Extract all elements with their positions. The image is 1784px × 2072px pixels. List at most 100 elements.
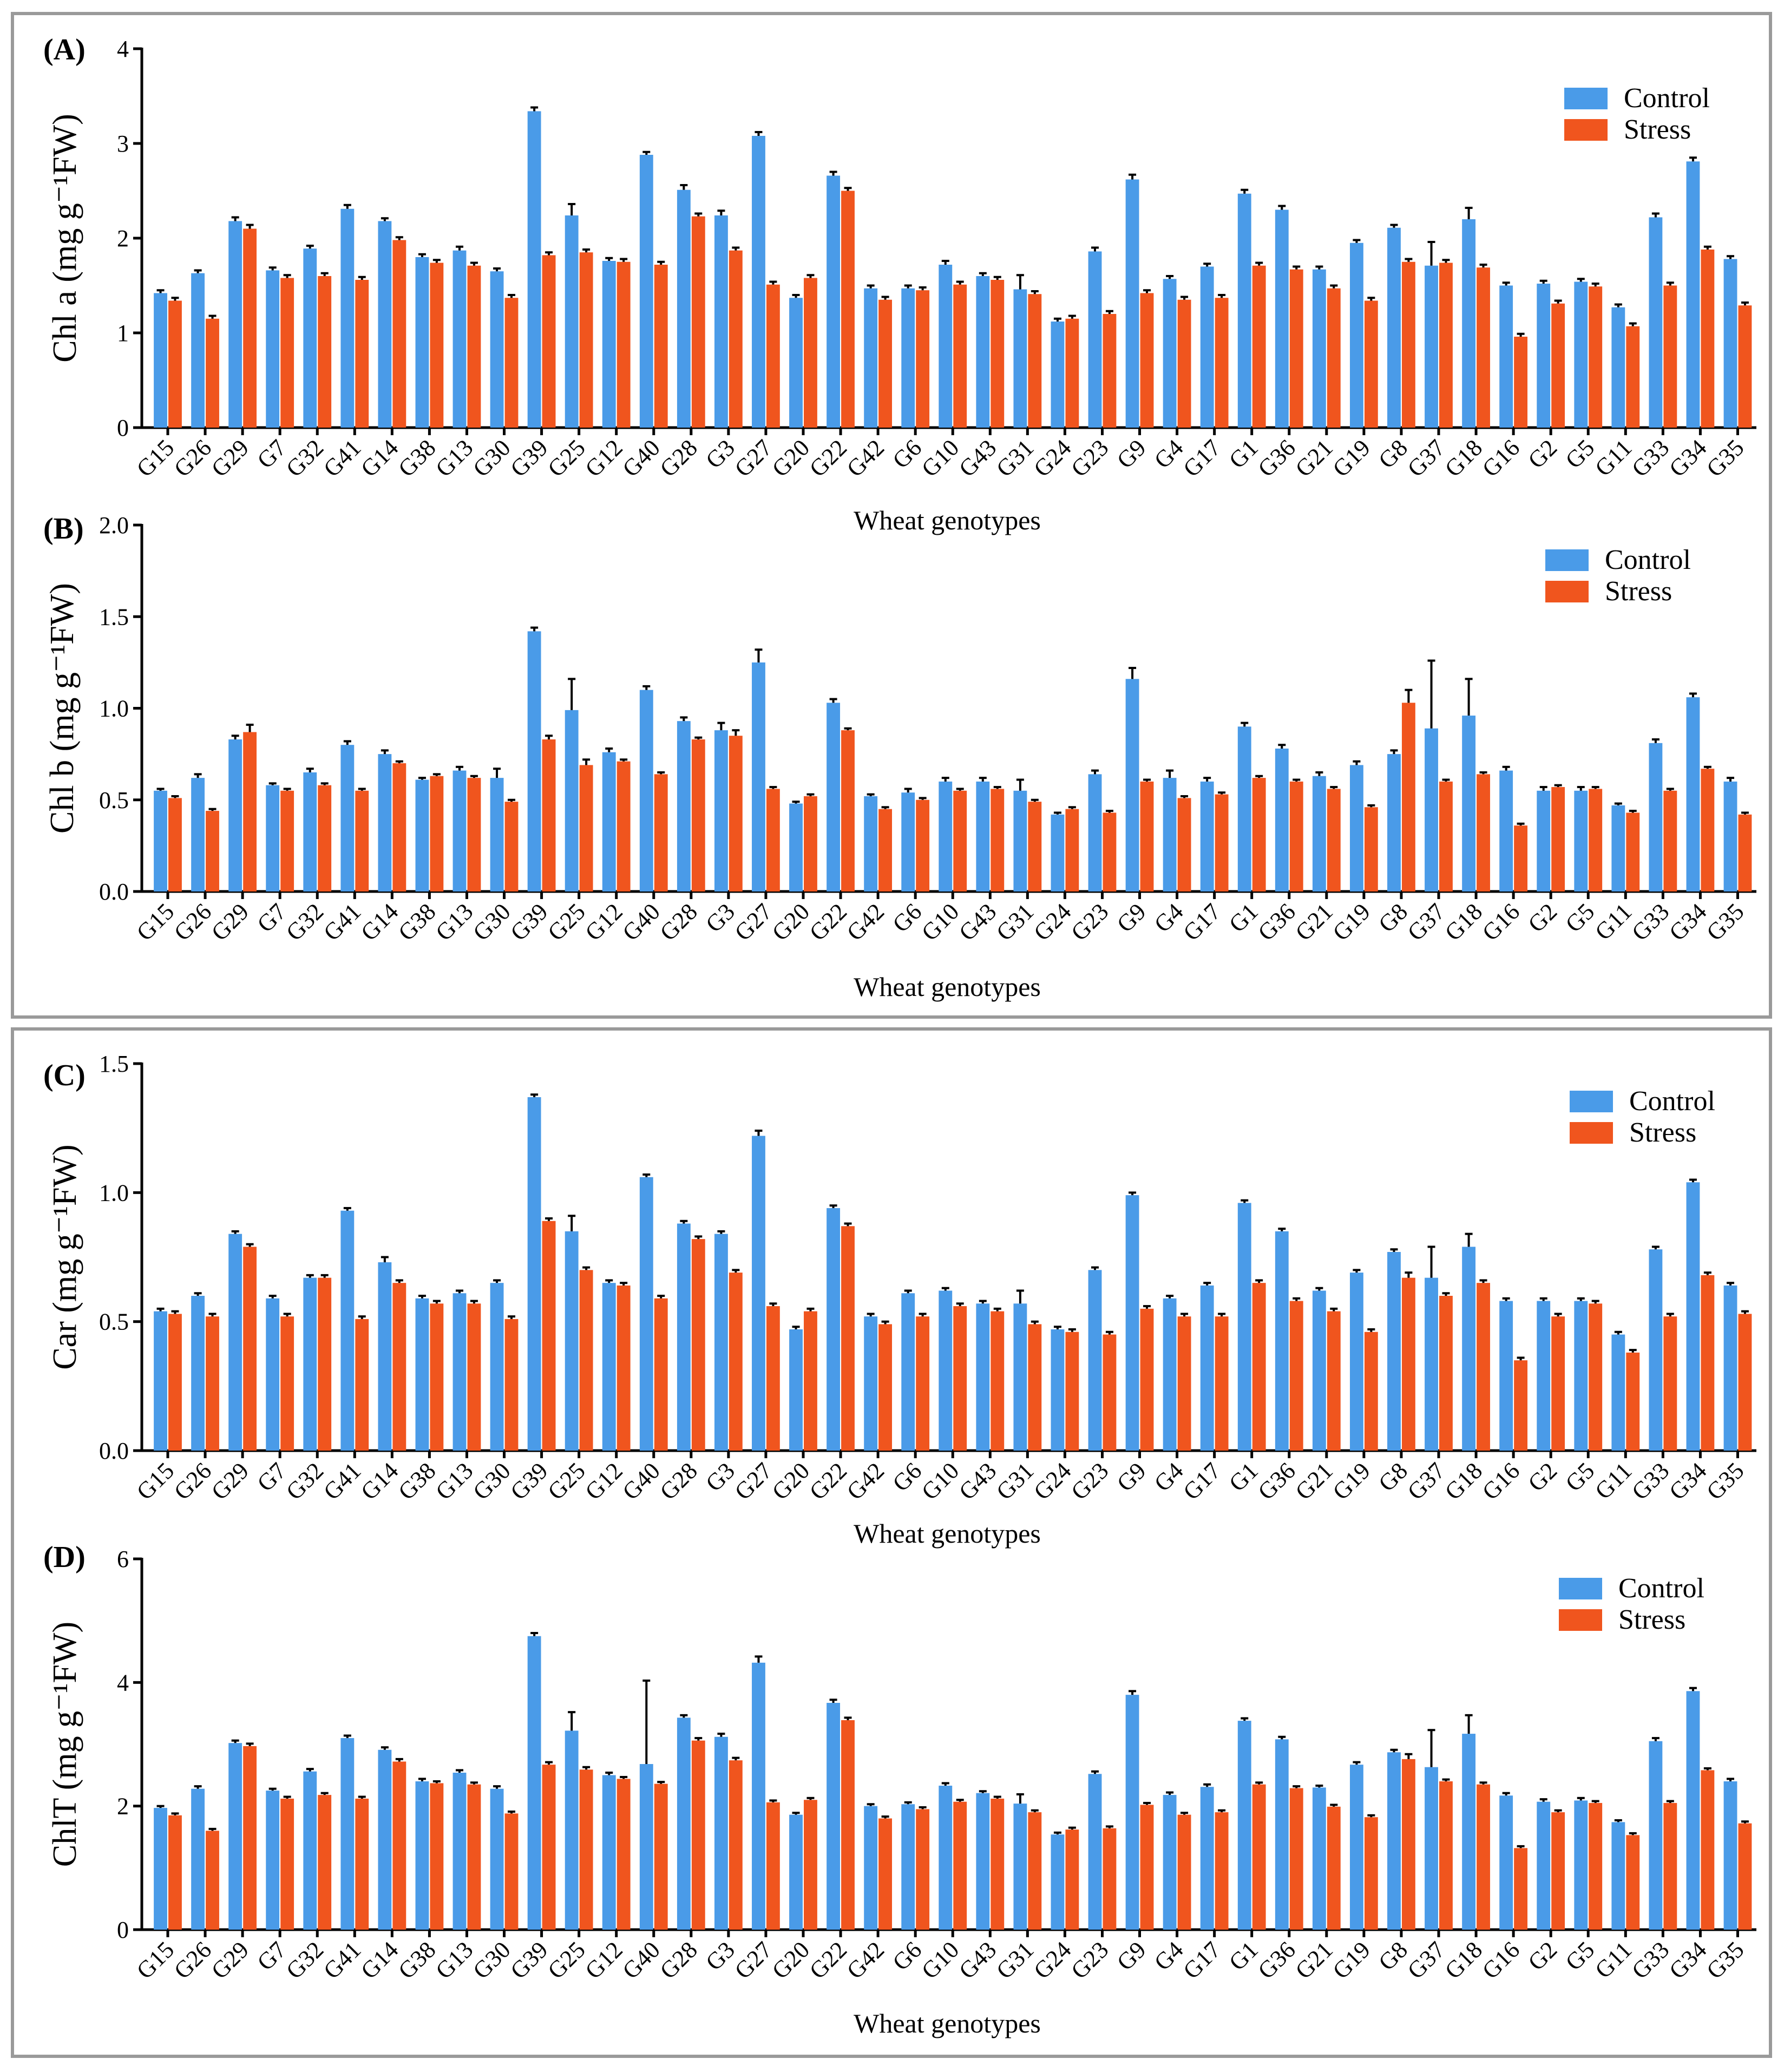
stress-bar-G33 (1663, 1802, 1677, 1930)
stress-bar-G23 (1103, 812, 1117, 891)
control-bar-G4 (1163, 778, 1177, 891)
control-bar-G16 (1499, 1301, 1513, 1451)
stress-bar-G29 (243, 1746, 257, 1930)
stress-bar-G42 (878, 299, 893, 428)
control-bar-G10 (939, 781, 953, 891)
control-bar-G6 (901, 792, 915, 891)
stress-bar-G4 (1177, 798, 1191, 891)
control-bar-G27 (752, 1136, 765, 1451)
control-bar-G2 (1537, 790, 1551, 891)
control-bar-G26 (191, 1296, 205, 1451)
stress-bar-G39 (542, 1221, 556, 1451)
x-tick-label: G37 (1402, 434, 1450, 482)
stress-bar-G41 (355, 1798, 369, 1930)
control-bar-G10 (939, 1290, 953, 1451)
control-bar-G23 (1088, 1270, 1102, 1451)
control-bar-G20 (789, 803, 803, 891)
control-bar-G17 (1200, 1787, 1214, 1930)
stress-bar-G17 (1215, 298, 1229, 428)
x-tick-label: G35 (1701, 898, 1749, 946)
control-bar-G11 (1611, 805, 1625, 891)
stress-bar-G29 (243, 1247, 257, 1451)
stress-bar-G12 (616, 1285, 631, 1451)
x-tick-label: G22 (804, 1936, 852, 1984)
control-bar-G10 (939, 1785, 953, 1930)
x-tick-label: G40 (618, 1457, 665, 1505)
stress-bar-G19 (1364, 1817, 1378, 1930)
x-tick-label: G30 (468, 434, 515, 482)
x-tick-label: G28 (655, 1457, 703, 1505)
legend-label-control: Control (1629, 1086, 1715, 1117)
x-tick-label: G27 (730, 1457, 777, 1505)
stress-bar-G3 (729, 1273, 743, 1451)
stress-bar-G12 (616, 1779, 631, 1930)
x-tick-label: G10 (916, 434, 964, 482)
x-tick-label: G18 (1440, 898, 1487, 946)
control-bar-G1 (1237, 1203, 1251, 1451)
control-bar-G11 (1611, 307, 1625, 428)
control-bar-G22 (827, 1703, 841, 1930)
y-axis-title: Chl a (mg g⁻¹FW) (47, 114, 83, 362)
stress-bar-G11 (1626, 1835, 1640, 1930)
x-tick-label: G5 (1560, 1457, 1600, 1497)
control-bar-G42 (864, 288, 878, 428)
control-bar-G13 (452, 770, 467, 891)
stress-bar-G34 (1701, 250, 1715, 428)
x-tick-label: G33 (1626, 434, 1674, 482)
control-bar-G29 (228, 221, 242, 428)
stress-bar-G1 (1252, 265, 1266, 428)
stress-bar-G19 (1364, 807, 1378, 891)
x-tick-label: G24 (1028, 1457, 1076, 1505)
control-bar-G22 (827, 175, 841, 428)
stress-bar-G33 (1663, 1316, 1677, 1451)
control-bar-G34 (1686, 1691, 1700, 1930)
stress-bar-G37 (1439, 1781, 1453, 1930)
control-bar-G9 (1125, 1695, 1139, 1930)
stress-bar-G30 (504, 1813, 519, 1930)
x-tick-label: G33 (1626, 1936, 1674, 1984)
x-tick-label: G2 (1523, 1457, 1563, 1497)
stress-bar-G2 (1551, 1316, 1565, 1451)
control-bar-G32 (303, 772, 317, 891)
x-tick-label: G16 (1477, 1457, 1525, 1505)
x-tick-label: G42 (842, 1457, 889, 1505)
y-axis-title: Car (mg g⁻¹FW) (47, 1144, 83, 1369)
control-bar-G24 (1051, 814, 1065, 891)
y-tick-label: 0 (117, 1917, 129, 1943)
chart-panel-b: (B) 0.0 0.5 1.0 1.5 2.0 Chl b (mg g⁻¹FW) G15G26… (43, 512, 1756, 1002)
x-tick-label: G25 (542, 1936, 590, 1984)
stress-bar-G26 (206, 318, 219, 428)
x-tick-label: G9 (1112, 1936, 1151, 1976)
x-tick-label: G18 (1440, 1457, 1487, 1505)
stress-bar-G1 (1252, 778, 1266, 891)
x-tick-label: G22 (804, 898, 852, 946)
stress-bar-G5 (1589, 789, 1603, 891)
control-bar-G8 (1387, 1752, 1401, 1930)
control-bar-G3 (714, 1234, 728, 1451)
stress-bar-G32 (318, 1277, 332, 1451)
stress-bar-G6 (916, 799, 930, 891)
x-tick-label: G25 (542, 898, 590, 946)
stress-bar-G14 (392, 1761, 406, 1930)
control-bar-G37 (1425, 1767, 1438, 1930)
stress-bar-G36 (1289, 269, 1303, 428)
x-tick-label: G41 (318, 1936, 366, 1984)
stress-bar-G32 (318, 1795, 332, 1930)
x-tick-label: G21 (1290, 434, 1338, 482)
x-tick-label: G22 (804, 434, 852, 482)
control-bar-G20 (789, 1814, 803, 1930)
x-tick-label: G5 (1560, 434, 1600, 474)
stress-bar-G40 (654, 265, 668, 428)
stress-bar-G28 (691, 216, 705, 428)
x-tick-label: G42 (842, 1936, 889, 1984)
x-tick-label: G30 (468, 898, 515, 946)
control-bar-G43 (976, 781, 990, 891)
x-tick-label: G30 (468, 1457, 515, 1505)
stress-bar-G41 (355, 790, 369, 891)
stress-bar-G20 (804, 278, 817, 428)
y-tick-label: 1 (117, 320, 129, 346)
control-bar-G40 (639, 155, 653, 428)
x-tick-label: G34 (1664, 434, 1711, 482)
control-bar-G33 (1649, 1741, 1663, 1930)
x-tick-label: G42 (842, 898, 889, 946)
